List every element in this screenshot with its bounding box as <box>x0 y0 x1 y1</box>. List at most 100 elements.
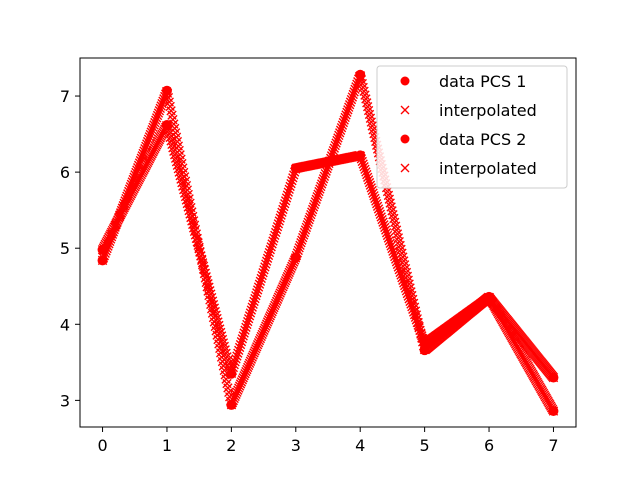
axes-frame <box>79 57 577 428</box>
interpolated-point <box>360 164 370 175</box>
interpolated-point <box>362 169 372 180</box>
interpolated-point <box>380 222 390 233</box>
interpolated-point <box>369 191 379 201</box>
interpolated-point <box>309 199 320 210</box>
interpolated-point <box>367 185 377 196</box>
y-axis: 3 4 5 6 7 <box>60 87 80 410</box>
legend-label: data PCS 1 <box>439 72 526 91</box>
interpolated-point <box>331 138 341 148</box>
interpolated-point <box>374 206 385 217</box>
interpolated-point <box>394 265 404 275</box>
interpolated-point <box>183 202 193 212</box>
interpolated-point <box>373 204 384 214</box>
y-tick-label: 4 <box>60 315 70 334</box>
interpolated-point <box>381 228 392 238</box>
interpolated-point <box>393 262 404 272</box>
interpolated-point <box>403 291 413 301</box>
interpolated-point <box>285 181 295 192</box>
interpolated-point <box>290 253 301 263</box>
interpolated-point <box>247 302 257 312</box>
interpolated-point <box>350 84 360 95</box>
interpolated-point <box>169 146 179 157</box>
interpolated-point <box>246 305 257 315</box>
interpolated-point <box>242 319 252 330</box>
interpolated-point <box>341 110 351 120</box>
interpolated-point <box>181 195 192 205</box>
interpolated-point <box>277 207 287 217</box>
interpolated-point <box>415 325 425 336</box>
interpolated-point <box>187 216 197 226</box>
interpolated-point <box>243 313 254 324</box>
interpolated-point <box>357 156 367 167</box>
interpolated-point <box>184 205 194 216</box>
interpolated-point <box>240 325 250 335</box>
interpolated-point <box>283 187 294 197</box>
interpolated-point <box>296 238 306 248</box>
interpolated-point <box>255 276 266 286</box>
interpolated-point <box>193 240 203 251</box>
interpolated-point <box>315 184 325 194</box>
interpolated-point <box>194 244 204 254</box>
interpolated-point <box>347 92 358 102</box>
interpolated-point <box>248 299 258 310</box>
x-tick-label: 4 <box>355 436 365 455</box>
interpolated-point <box>349 87 359 97</box>
legend-label: interpolated <box>439 159 537 178</box>
interpolated-point <box>188 223 199 233</box>
interpolated-point <box>169 150 180 160</box>
interpolated-point <box>289 170 299 180</box>
interpolated-point <box>162 122 173 132</box>
interpolated-point <box>344 99 355 110</box>
interpolated-point <box>197 254 207 264</box>
y-tick-label: 3 <box>60 391 70 410</box>
interpolated-point <box>405 296 415 307</box>
interpolated-point <box>178 181 188 191</box>
interpolated-point <box>336 122 347 133</box>
interpolated-point <box>262 253 273 263</box>
interpolated-point <box>408 307 419 317</box>
interpolated-point <box>276 210 286 220</box>
interpolated-point <box>189 226 200 237</box>
interpolated-point <box>206 292 217 303</box>
interpolated-point <box>382 230 393 241</box>
interpolated-point <box>284 184 294 194</box>
interpolated-point <box>372 201 383 212</box>
interpolated-point <box>377 214 387 225</box>
legend: data PCS 1 interpolated data PCS 2 inter… <box>376 65 568 189</box>
interpolated-point <box>272 221 283 232</box>
interpolated-point <box>219 341 229 352</box>
interpolated-point <box>227 365 238 376</box>
interpolated-point <box>265 244 275 255</box>
interpolated-point <box>307 207 317 217</box>
interpolated-point <box>329 143 340 153</box>
series-3 <box>97 121 559 383</box>
interpolated-point <box>338 117 349 128</box>
y-tick-label: 7 <box>60 87 70 106</box>
interpolated-point <box>223 355 233 366</box>
interpolated-point <box>226 368 237 379</box>
interpolated-point <box>192 237 202 247</box>
interpolated-point <box>387 243 397 254</box>
interpolated-point <box>197 258 208 268</box>
interpolated-point <box>175 171 185 181</box>
interpolated-point <box>316 179 327 189</box>
interpolated-point <box>163 125 174 136</box>
interpolated-point <box>213 317 223 327</box>
x-axis: 0 1 2 3 4 5 6 7 <box>97 427 559 455</box>
interpolated-point <box>172 160 183 170</box>
interpolated-point <box>386 241 396 251</box>
interpolated-point <box>379 220 389 230</box>
interpolated-point <box>269 233 279 243</box>
interpolated-point <box>182 198 193 209</box>
interpolated-point <box>370 193 380 204</box>
interpolated-point <box>548 406 559 416</box>
interpolated-point <box>211 310 221 320</box>
interpolated-point <box>407 302 417 312</box>
interpolated-point <box>398 275 408 285</box>
interpolated-point <box>365 180 376 190</box>
interpolated-point <box>408 304 418 315</box>
interpolated-point <box>220 345 230 355</box>
interpolated-point <box>278 204 288 215</box>
interpolated-point <box>342 107 352 118</box>
x-tick-label: 2 <box>226 436 236 455</box>
